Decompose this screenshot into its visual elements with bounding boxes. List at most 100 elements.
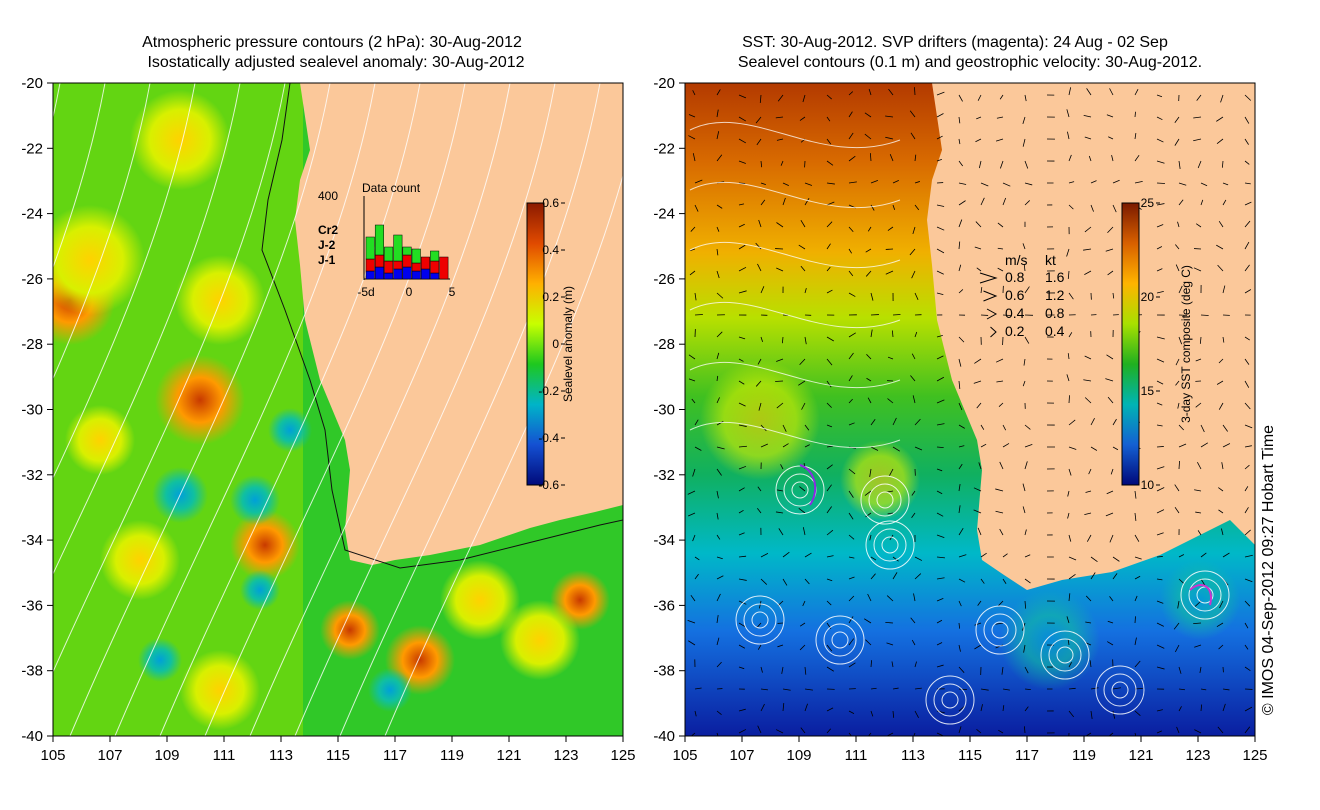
left-y-tick-label: -26 (21, 271, 43, 288)
sealevel-contour (689, 241, 901, 269)
velocity-vector (802, 527, 806, 536)
velocity-legend-arrow (986, 308, 998, 320)
velocity-vector (692, 153, 696, 162)
velocity-vector (974, 358, 982, 364)
velocity-vector (738, 358, 744, 362)
velocity-vector (936, 598, 944, 602)
right-x-tick-label: 115 (958, 747, 982, 764)
velocity-vector (958, 219, 963, 228)
velocity-vector (1002, 553, 1008, 558)
velocity-vector (1084, 512, 1092, 516)
velocity-vector (782, 443, 789, 448)
inset-bar-cr2 (393, 234, 403, 262)
right-x-tick-label: 113 (901, 747, 925, 764)
velocity-vector (848, 534, 855, 540)
velocity-vector (958, 726, 962, 734)
inset-bars (365, 224, 449, 280)
velocity-vector (760, 578, 768, 585)
velocity-vector (804, 424, 810, 431)
velocity-vector (1002, 182, 1011, 187)
velocity-vector (1177, 221, 1180, 228)
sealevel-contour (743, 603, 777, 637)
velocity-vector (1218, 644, 1224, 650)
velocity-vector (1107, 396, 1114, 404)
sst-patches (700, 360, 1240, 690)
anomaly-blob (500, 600, 580, 680)
right-y-tick-label: -24 (653, 206, 675, 223)
velocity-vector (1024, 600, 1027, 609)
anomaly-blob (268, 408, 312, 452)
velocity-vector (1067, 639, 1070, 646)
colorbar-tick-label: -0.4 (538, 431, 559, 445)
left-y-tick-label: -40 (21, 728, 43, 745)
isobar-line (53, 83, 241, 576)
velocity-vector (716, 89, 721, 96)
velocity-vector (1106, 354, 1114, 360)
velocity-vector (1199, 666, 1202, 673)
inset-bar-j-2 (384, 260, 394, 274)
isobar-line (53, 83, 196, 480)
velocity-vector (1222, 688, 1230, 691)
velocity-vector (826, 666, 834, 672)
velocity-vector (914, 556, 923, 561)
velocity-vector (936, 534, 945, 539)
velocity-vector (826, 506, 832, 514)
velocity-vector (1067, 270, 1070, 279)
velocity-vector (1156, 709, 1163, 712)
velocity-vector (1200, 578, 1206, 586)
velocity-vector (826, 289, 833, 294)
left-x-tick-label: 125 (610, 747, 635, 764)
velocity-vector (738, 203, 745, 206)
sealevel-anomaly-blobs (53, 90, 610, 730)
velocity-vector (716, 732, 719, 736)
velocity-vector (909, 248, 916, 256)
velocity-vector (1178, 424, 1184, 431)
velocity-vector (958, 424, 965, 429)
velocity-vector (1176, 726, 1180, 734)
velocity-vector (1222, 703, 1226, 712)
velocity-vector (1068, 534, 1072, 542)
velocity-vector (738, 266, 747, 272)
velocity-vector (848, 556, 855, 559)
velocity-vector (692, 534, 696, 542)
velocity-vector (1085, 490, 1092, 493)
velocity-vector (781, 666, 784, 674)
velocity-vector (887, 356, 894, 360)
velocity-vector (688, 640, 696, 646)
velocity-vector (716, 292, 724, 299)
velocity-vector (1067, 131, 1070, 140)
velocity-vector (848, 616, 854, 624)
sealevel-contour (831, 631, 849, 649)
velocity-vector (1134, 132, 1137, 140)
velocity-vector (757, 725, 762, 734)
velocity-vector (1002, 578, 1007, 584)
velocity-vector (688, 135, 696, 140)
velocity-vector (1178, 336, 1183, 345)
velocity-vector (1134, 556, 1142, 560)
velocity-vector (1134, 512, 1137, 521)
velocity-vector (958, 578, 966, 583)
inset-bar-cr2 (430, 250, 440, 262)
velocity-vector (870, 687, 877, 690)
velocity-vector (1244, 486, 1249, 492)
right-y-axis: -20 -22 -24 -26 -28 -30 -32 -34 -36 -38 -40 (653, 75, 685, 745)
velocity-vector (1084, 226, 1092, 233)
velocity-vector (892, 556, 899, 562)
sealevel-contour (1040, 630, 1090, 680)
velocity-vector (716, 490, 719, 499)
velocity-vector (1244, 336, 1250, 341)
left-map-area (53, 83, 623, 736)
velocity-vector (977, 600, 982, 606)
velocity-vector (688, 354, 696, 360)
velocity-vector (826, 336, 834, 342)
velocity-vector (1066, 616, 1070, 624)
velocity-vector (826, 600, 832, 606)
velocity-vector (1107, 641, 1114, 646)
velocity-vector (738, 729, 747, 734)
velocity-vector (936, 113, 944, 118)
velocity-vector (738, 465, 747, 470)
colorbar-tick-label: 25 (1141, 196, 1155, 210)
velocity-vector (738, 244, 746, 250)
sealevel-contour (1188, 578, 1222, 612)
